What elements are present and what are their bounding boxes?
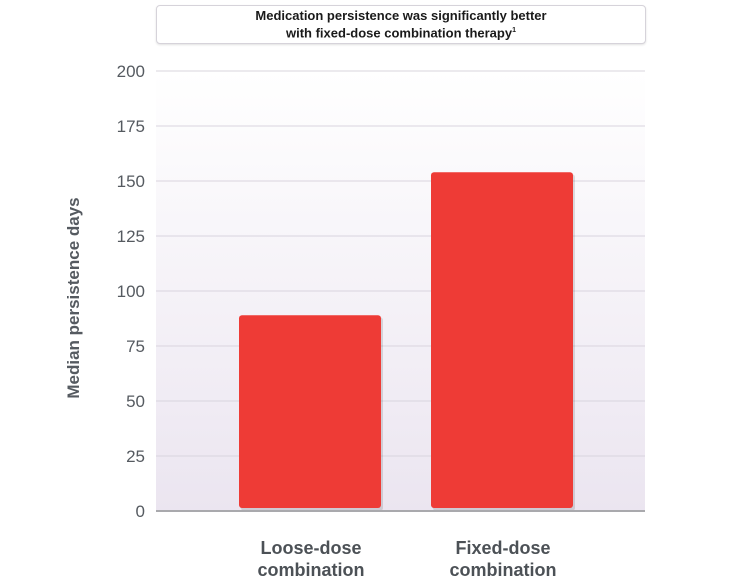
chart-title-line-2: with fixed-dose combination therapy1 [286,25,516,41]
x-tick-label-line: Fixed-dose [455,538,551,558]
y-tick-label: 125 [117,227,145,246]
y-axis-ticks: 0 25 50 75 100 125 150 175 200 [117,62,145,521]
y-tick-label: 150 [117,172,145,191]
x-tick-label-line: Loose-dose [260,538,362,558]
chart-title-line-1: Medication persistence was significantly… [255,8,547,24]
x-tick-label-line: combination [257,560,365,580]
y-tick-label: 25 [126,447,145,466]
bars [239,172,575,511]
y-tick-label: 50 [126,392,145,411]
x-tick-label-line: combination [449,560,557,580]
bar-0 [239,315,381,508]
y-tick-label: 200 [117,62,145,81]
y-tick-label: 100 [117,282,145,301]
y-tick-label: 175 [117,117,145,136]
y-tick-label: 75 [126,337,145,356]
y-tick-label: 0 [136,502,145,521]
chart-title-box: Medication persistence was significantly… [156,5,646,44]
x-tick-label-fixed-dose: Fixed-dose combination [403,537,603,581]
title-footnote-marker: 1 [512,27,516,35]
bar-1 [431,172,573,508]
x-tick-label-loose-dose: Loose-dose combination [211,537,411,581]
y-axis-label: Median persistence days [64,197,83,399]
